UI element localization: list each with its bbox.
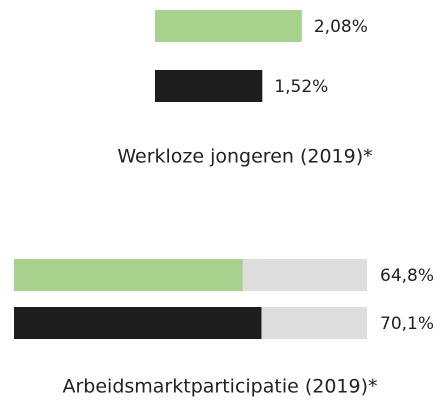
value-label: 1,52%	[274, 77, 328, 97]
value-label: 2,08%	[314, 17, 368, 37]
bar	[155, 70, 263, 102]
bar	[155, 10, 302, 42]
chart-title: Werkloze jongeren (2019)*	[117, 146, 372, 168]
value-label: 64,8%	[380, 266, 434, 286]
bar	[14, 259, 243, 291]
value-label: 70,1%	[380, 314, 434, 334]
bar	[14, 307, 262, 339]
chart-title: Arbeidsmarktparticipatie (2019)*	[62, 376, 377, 398]
